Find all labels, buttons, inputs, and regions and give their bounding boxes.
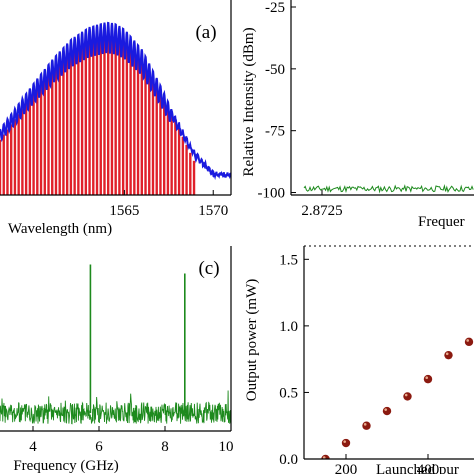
x-tick-label: 1570 bbox=[198, 203, 228, 219]
spectrum-line bbox=[0, 390, 231, 425]
envelope-line bbox=[0, 21, 231, 181]
panel-b: -25 -50 -75 -100 2.8725 Relative Intensity (… bbox=[241, 0, 474, 230]
data-point-highlight bbox=[363, 423, 367, 426]
x-tick-label: 200 bbox=[335, 462, 358, 474]
panel-c: 4 6 8 10 (c) Frequency (GHz) bbox=[0, 246, 234, 474]
panel-d: 0.0 0.5 1.0 1.5 200 400 Output power (mW) Lau… bbox=[244, 245, 474, 474]
x-tick-label: 8 bbox=[161, 439, 169, 455]
y-tick-label: -100 bbox=[258, 186, 286, 202]
data-point bbox=[423, 374, 433, 384]
data-point-highlight bbox=[445, 352, 449, 356]
y-tick-label: -50 bbox=[265, 62, 285, 78]
y-tick-label: 1.5 bbox=[279, 252, 298, 268]
panel-a-x-ticks: 1565 1570 bbox=[109, 190, 228, 219]
y-tick-label: 0.0 bbox=[279, 452, 298, 468]
data-point-highlight bbox=[384, 408, 388, 411]
data-point bbox=[403, 392, 412, 401]
panel-b-ticks: -25 -50 -75 -100 2.8725 bbox=[258, 0, 343, 219]
panel-c-x-label: Frequency (GHz) bbox=[13, 458, 118, 474]
y-tick-label: -75 bbox=[265, 124, 285, 140]
panel-c-label: (c) bbox=[198, 258, 219, 279]
x-tick-label: 4 bbox=[29, 439, 37, 455]
panel-d-ticks: 0.0 0.5 1.0 1.5 200 400 bbox=[279, 252, 439, 474]
x-tick-label: 10 bbox=[219, 439, 234, 455]
panel-a-plot-area bbox=[0, 21, 231, 195]
panel-a: 1565 1570 (a) Wavelength (nm) bbox=[0, 0, 232, 237]
panel-c-x-ticks: 4 6 8 10 bbox=[29, 426, 234, 455]
data-point bbox=[464, 337, 474, 347]
x-tick-label: 6 bbox=[95, 439, 103, 455]
panel-a-label: (a) bbox=[195, 22, 216, 43]
panel-b-y-label: Relative Intensity (dBm) bbox=[241, 27, 257, 176]
data-point bbox=[341, 438, 351, 448]
x-tick-label: 400 bbox=[417, 462, 440, 474]
data-point bbox=[362, 421, 371, 430]
data-point-highlight bbox=[425, 376, 429, 380]
panel-d-y-label: Output power (mW) bbox=[244, 279, 260, 401]
y-tick-label: -25 bbox=[265, 0, 285, 16]
data-point bbox=[444, 350, 453, 360]
data-point bbox=[382, 406, 392, 416]
data-point-highlight bbox=[466, 339, 470, 342]
y-tick-label: 0.5 bbox=[279, 385, 298, 401]
panel-a-x-label: Wavelength (nm) bbox=[8, 221, 112, 237]
panel-b-x-label: Frequer bbox=[418, 214, 465, 230]
panel-d-plot-area bbox=[321, 337, 474, 459]
panel-c-plot-area bbox=[0, 264, 231, 425]
noise-floor-line bbox=[303, 183, 474, 194]
panel-d-x-label: Launched pur bbox=[376, 462, 459, 474]
data-point-highlight bbox=[404, 393, 408, 397]
data-point-highlight bbox=[343, 440, 347, 443]
x-tick-label: 1565 bbox=[109, 203, 139, 219]
x-tick-label: 2.8725 bbox=[301, 203, 342, 219]
data-point-highlight bbox=[322, 456, 326, 459]
y-tick-label: 1.0 bbox=[279, 319, 298, 335]
panel-b-plot-area bbox=[303, 183, 474, 194]
